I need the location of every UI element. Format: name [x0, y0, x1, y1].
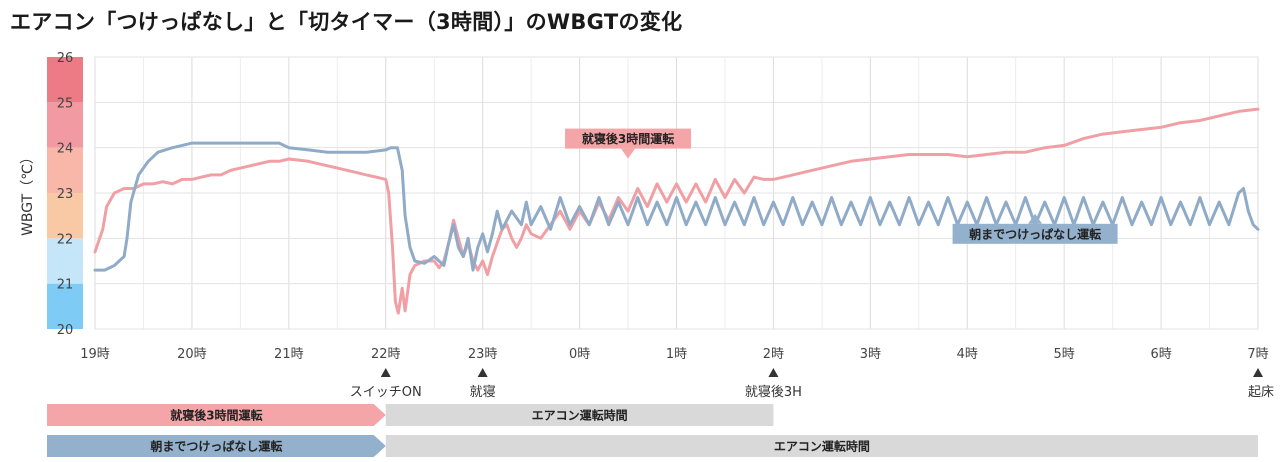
callout-pointer [1028, 213, 1043, 224]
wbgt-band [47, 102, 83, 148]
series-line [93, 141, 1260, 272]
event-label: スイッチON [350, 385, 422, 400]
x-tick-label: 5時 [1054, 347, 1075, 362]
series-line [93, 107, 1260, 315]
series-callout: 就寝後3時間運転 [565, 128, 692, 159]
timeline-plan-label: 就寝後3時間運転 [170, 408, 262, 423]
event-triangle [477, 368, 488, 377]
y-tick-label: 24 [57, 142, 74, 157]
event-triangle [380, 368, 391, 377]
y-axis-ticks: 20 21 22 23 24 25 26 [57, 51, 74, 338]
wbgt-band [47, 238, 83, 284]
x-tick-label: 3時 [860, 347, 881, 362]
x-tick-label: 0時 [569, 347, 590, 362]
y-tick-label: 26 [57, 51, 74, 66]
x-tick-label: 4時 [957, 347, 978, 362]
callout-box [565, 128, 692, 149]
x-axis-ticks: 19時 20時 21時 22時 23時 0時 1時 2時 3時 4時 5時 6時 7時 [80, 347, 1268, 362]
wbgt-band [47, 57, 83, 103]
x-tick-label: 2時 [763, 347, 784, 362]
chart-title: エアコン「つけっぱなし」と「切タイマー（3時間）」のWBGTの変化 [10, 10, 683, 34]
callout-label: 就寝後3時間運転 [582, 131, 674, 146]
wbgt-band [47, 193, 83, 239]
timeline-plan-arrow [47, 404, 386, 426]
y-axis-label: WBGT（℃） [20, 150, 36, 236]
x-tick-label: 19時 [80, 347, 110, 362]
timeline-operation-bar [385, 404, 774, 426]
grid-lines [94, 56, 1259, 330]
wbgt-band [47, 283, 83, 329]
x-tick-label: 20時 [177, 347, 207, 362]
y-tick-label: 22 [57, 232, 74, 247]
series-callout: 朝までつけっぱなし運転 [952, 213, 1118, 244]
wbgt-band [47, 147, 83, 193]
timeline-operation-bar [385, 435, 1258, 457]
series-lines [93, 107, 1260, 315]
event-triangle [1253, 368, 1263, 377]
timeline-operation-label: エアコン運転時間 [532, 408, 628, 423]
wbgt-color-scale [47, 57, 83, 329]
x-tick-label: 22時 [371, 347, 401, 362]
x-tick-label: 1時 [666, 347, 687, 362]
event-label: 就寝 [470, 384, 496, 400]
event-label: 起床 [1248, 385, 1274, 400]
x-tick-label: 21時 [274, 347, 304, 362]
callout-pointer [621, 148, 636, 159]
callout-box [952, 223, 1118, 244]
x-tick-label: 23時 [468, 347, 498, 362]
event-markers: スイッチON 就寝 就寝後3H 起床 [350, 368, 1274, 400]
y-tick-label: 21 [57, 278, 74, 293]
callout-label: 朝までつけっぱなし運転 [969, 226, 1101, 241]
event-label: 就寝後3H [745, 384, 802, 400]
timeline-plan-arrow [47, 435, 386, 457]
event-triangle [768, 368, 779, 377]
x-tick-label: 6時 [1150, 347, 1171, 362]
y-tick-label: 23 [57, 187, 74, 202]
timeline-plan-label: 朝までつけっぱなし運転 [150, 439, 282, 454]
x-tick-label: 7時 [1247, 347, 1268, 362]
timeline-operation-label: エアコン運転時間 [774, 439, 870, 454]
y-tick-label: 20 [57, 323, 74, 338]
y-tick-label: 25 [57, 96, 74, 111]
